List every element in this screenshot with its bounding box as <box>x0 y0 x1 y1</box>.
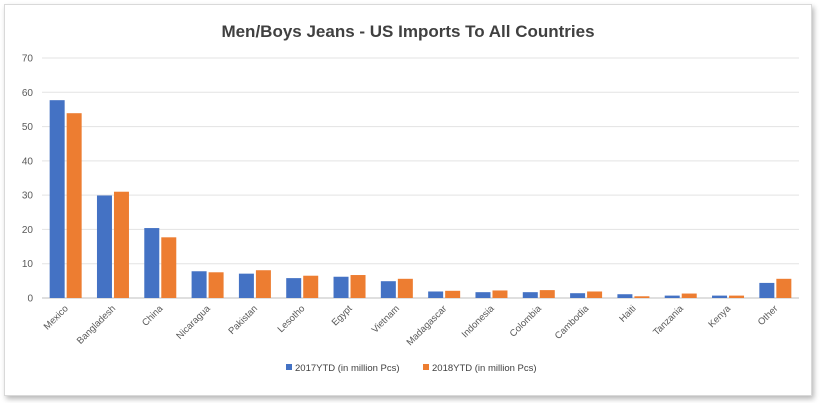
bar <box>570 293 586 298</box>
bar <box>428 291 444 298</box>
bar <box>208 272 224 298</box>
y-tick-label: 70 <box>22 54 34 65</box>
x-category-label: Vietnam <box>370 303 402 335</box>
bar <box>712 295 728 298</box>
bar <box>729 295 745 298</box>
legend-swatch <box>423 364 429 370</box>
bar <box>191 271 207 298</box>
y-axis-ticks: 0 10 20 30 40 50 60 70 <box>22 54 34 305</box>
x-category-label: Indonesia <box>460 303 497 340</box>
bar <box>617 294 633 298</box>
bar <box>380 281 396 298</box>
bar <box>587 291 603 298</box>
x-category-label: Madagascar <box>405 303 450 348</box>
bar <box>49 100 65 299</box>
bar <box>475 292 491 298</box>
bar-chart: Men/Boys Jeans - US Imports To All Count… <box>22 22 799 374</box>
y-tick-label: 0 <box>27 294 33 305</box>
x-category-label: Cambodia <box>553 303 592 342</box>
bar <box>681 293 697 298</box>
legend-label: 2018YTD (in million Pcs) <box>432 363 537 374</box>
bar <box>333 276 349 298</box>
x-category-label: Haiti <box>617 303 638 324</box>
x-category-label: Lesotho <box>276 303 308 335</box>
x-category-label: Egypt <box>330 303 355 328</box>
x-category-label: Mexico <box>42 303 71 332</box>
bar <box>286 278 302 298</box>
y-tick-label: 50 <box>22 122 34 133</box>
bar <box>522 292 538 298</box>
legend-label: 2017YTD (in million Pcs) <box>295 363 400 374</box>
bar <box>539 290 555 298</box>
bar <box>664 295 680 298</box>
y-tick-label: 30 <box>22 191 34 202</box>
bar <box>492 290 508 298</box>
chart-title: Men/Boys Jeans - US Imports To All Count… <box>221 22 594 41</box>
x-category-label: Colombia <box>508 303 545 340</box>
bar <box>161 237 177 298</box>
bar <box>255 270 271 298</box>
bar <box>238 273 254 298</box>
x-category-label: Pakistan <box>226 303 260 337</box>
bar <box>66 113 82 298</box>
legend: 2017YTD (in million Pcs) 2018YTD (in mill… <box>286 363 537 374</box>
bar <box>759 282 775 298</box>
y-tick-label: 20 <box>22 225 34 236</box>
y-tick-label: 60 <box>22 88 34 99</box>
bar <box>776 278 792 298</box>
x-category-label: Bangladesh <box>75 303 118 346</box>
bar <box>397 278 413 298</box>
bar <box>96 195 112 298</box>
x-category-label: Other <box>756 303 781 328</box>
bars <box>49 100 792 299</box>
x-axis-categories: Mexico Bangladesh China Nicaragua Pakistan Le… <box>42 303 781 348</box>
bar <box>303 275 319 298</box>
chart-frame: Men/Boys Jeans - US Imports To All Count… <box>4 4 812 396</box>
bar <box>144 228 160 298</box>
bar <box>350 275 366 298</box>
x-category-label: Nicaragua <box>174 303 213 342</box>
legend-swatch <box>286 364 292 370</box>
y-tick-label: 40 <box>22 156 34 167</box>
x-category-label: China <box>140 303 166 329</box>
bar <box>634 296 650 298</box>
bar <box>445 290 461 298</box>
bar <box>113 191 129 298</box>
x-category-label: Tanzania <box>651 303 686 338</box>
x-category-label: Kenya <box>706 303 733 330</box>
y-tick-label: 10 <box>22 259 34 270</box>
